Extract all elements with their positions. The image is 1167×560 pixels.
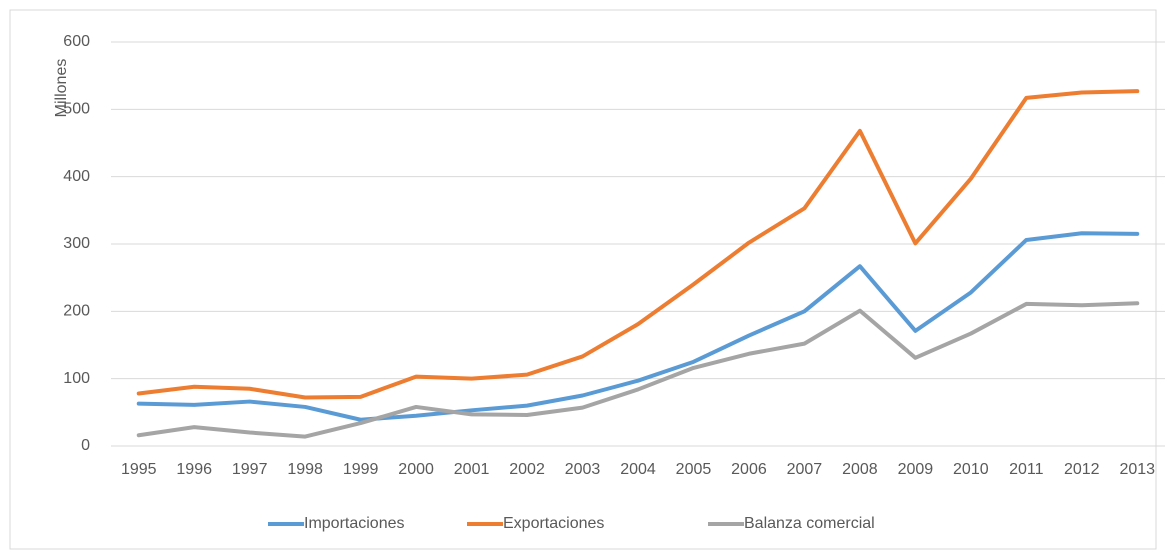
x-tick-label: 1999 xyxy=(343,461,379,478)
legend-label: Importaciones xyxy=(304,515,405,532)
x-tick-label: 2012 xyxy=(1064,461,1100,478)
line-series xyxy=(136,231,1140,422)
x-tick-label: 2002 xyxy=(509,461,545,478)
x-tick-label: 2003 xyxy=(565,461,601,478)
x-tick-label: 1996 xyxy=(176,461,212,478)
y-tick-label: 400 xyxy=(63,168,90,185)
x-tick-label: 2007 xyxy=(787,461,823,478)
x-tick-label: 2006 xyxy=(731,461,767,478)
y-tick-label: 200 xyxy=(63,303,90,320)
legend-label: Balanza comercial xyxy=(744,515,875,532)
y-axis-label: Millones xyxy=(53,59,70,118)
y-tick-label: 0 xyxy=(81,437,90,454)
y-tick-label: 300 xyxy=(63,235,90,252)
line-series xyxy=(136,301,1140,439)
legend-label: Exportaciones xyxy=(503,515,604,532)
x-tick-label: 1995 xyxy=(121,461,157,478)
x-tick-label: 1997 xyxy=(232,461,268,478)
line-series xyxy=(136,89,1140,400)
x-tick-label: 1998 xyxy=(287,461,323,478)
x-tick-label: 2008 xyxy=(842,461,878,478)
x-tick-label: 2011 xyxy=(1009,461,1044,478)
x-tick-label: 2010 xyxy=(953,461,989,478)
x-tick-label: 2009 xyxy=(898,461,934,478)
chart-frame xyxy=(9,9,1157,550)
y-tick-label: 100 xyxy=(63,370,90,387)
y-tick-label: 500 xyxy=(63,101,90,118)
x-tick-label: 2005 xyxy=(676,461,712,478)
x-tick-label: 2013 xyxy=(1119,461,1155,478)
x-tick-label: 2001 xyxy=(454,461,490,478)
y-tick-label: 600 xyxy=(63,33,90,50)
x-tick-label: 2000 xyxy=(398,461,434,478)
x-tick-label: 2004 xyxy=(620,461,656,478)
